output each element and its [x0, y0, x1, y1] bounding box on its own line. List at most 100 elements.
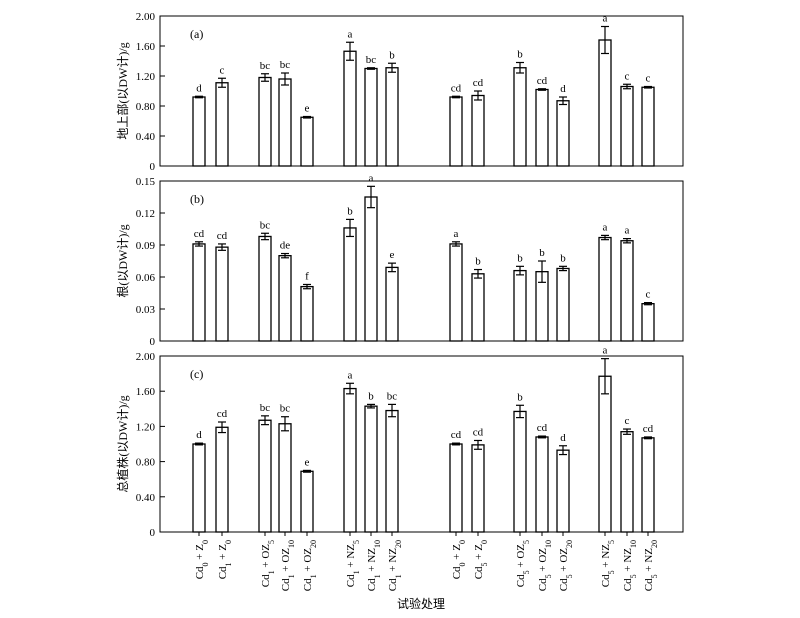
x-category-label: Cd0 + Z0 [451, 540, 467, 579]
bar [513, 269, 527, 342]
significance-label: bc [260, 219, 271, 231]
significance-label: a [625, 225, 630, 237]
y-tick-label: 0.40 [136, 492, 156, 504]
bar [385, 266, 399, 342]
significance-label: d [196, 82, 202, 94]
significance-label: cd [643, 423, 654, 435]
bar [556, 267, 570, 342]
bar [215, 426, 229, 533]
significance-label: a [603, 13, 608, 25]
bar [556, 100, 570, 167]
bar [278, 255, 292, 342]
y-axis-title: 地上部(以DW计)/g [115, 42, 130, 139]
significance-label: bc [260, 60, 271, 72]
y-tick-label: 2.00 [136, 351, 156, 363]
bar [300, 116, 314, 167]
significance-label: cd [217, 230, 228, 242]
y-tick-label: 0 [150, 336, 156, 348]
bar [449, 243, 463, 342]
y-tick-label: 1.20 [136, 71, 156, 83]
x-category-label: Cd5 + NZ5 [600, 540, 616, 587]
x-category-label: Cd1 + Z0 [217, 540, 233, 579]
significance-label: b [539, 247, 545, 259]
significance-label: d [196, 429, 202, 441]
bar [620, 431, 634, 533]
significance-label: b [347, 205, 353, 217]
y-tick-label: 1.20 [136, 421, 156, 433]
plot-frame [159, 15, 684, 167]
significance-label: e [390, 249, 395, 261]
bar [641, 437, 655, 533]
y-tick-label: 1.60 [136, 386, 156, 398]
bar [364, 196, 378, 342]
significance-label: bc [366, 54, 377, 66]
y-tick-label: 0 [150, 527, 156, 539]
bar [513, 410, 527, 533]
y-tick-label: 0.12 [136, 208, 155, 220]
significance-label: f [305, 270, 309, 282]
x-category-label: Cd1 + NZ20 [387, 540, 403, 591]
x-category-label: Cd5 + OZ10 [537, 540, 553, 591]
significance-label: a [454, 228, 459, 240]
x-category-label: Cd5 + OZ20 [558, 540, 574, 591]
bar [364, 67, 378, 167]
bar [343, 387, 357, 533]
x-category-label: Cd1 + NZ5 [345, 540, 361, 587]
bar [471, 273, 485, 342]
bar [620, 85, 634, 167]
x-category-label: Cd1 + OZ10 [280, 540, 296, 591]
significance-label: e [305, 103, 310, 115]
significance-label: bc [387, 390, 398, 402]
x-category-label: Cd5 + Z0 [473, 540, 489, 579]
x-category-label: Cd5 + NZ20 [643, 540, 659, 591]
bar [258, 235, 272, 342]
significance-label: bc [280, 403, 291, 415]
bar [449, 96, 463, 167]
panel-2: 00.030.060.090.120.15根(以DW计)/g(b)cd cdbcd… [116, 172, 684, 348]
y-axis-title: 根(以DW计)/g [116, 224, 130, 297]
bar [215, 246, 229, 342]
significance-label: c [646, 73, 651, 85]
bar [598, 236, 612, 342]
bar [449, 443, 463, 533]
significance-label: e [305, 456, 310, 468]
significance-label: cd [451, 429, 462, 441]
x-category-label: Cd1 + NZ10 [366, 540, 382, 591]
significance-label: bc [260, 402, 271, 414]
y-tick-label: 0.06 [136, 272, 156, 284]
significance-label: b [517, 391, 523, 403]
plot-frame [159, 180, 684, 342]
x-category-label: Cd5 + OZ5 [515, 540, 531, 587]
bar [620, 240, 634, 342]
panel-tag: (a) [190, 27, 203, 41]
x-category-label: Cd1 + OZ5 [260, 540, 276, 587]
y-tick-label: 0.40 [136, 131, 156, 143]
y-tick-label: 0.80 [136, 101, 156, 113]
significance-label: cd [473, 77, 484, 89]
y-tick-label: 0.09 [136, 240, 156, 252]
bar [641, 86, 655, 167]
bar [385, 67, 399, 167]
significance-label: d [560, 432, 566, 444]
y-tick-label: 0.15 [136, 176, 156, 188]
significance-label: a [348, 369, 353, 381]
bar [513, 67, 527, 167]
significance-label: de [280, 240, 291, 252]
y-axis-title: 总植株(以DW计)/g [115, 395, 130, 492]
significance-label: c [220, 64, 225, 76]
significance-label: cd [473, 426, 484, 438]
bar [215, 82, 229, 167]
significance-label: b [475, 256, 481, 268]
significance-label: c [625, 415, 630, 427]
bar [471, 444, 485, 533]
significance-label: cd [194, 228, 205, 240]
bar [471, 94, 485, 167]
bar [300, 285, 314, 342]
bar [258, 419, 272, 533]
significance-label: c [646, 289, 651, 301]
significance-label: a [348, 28, 353, 40]
significance-label: a [603, 345, 608, 357]
